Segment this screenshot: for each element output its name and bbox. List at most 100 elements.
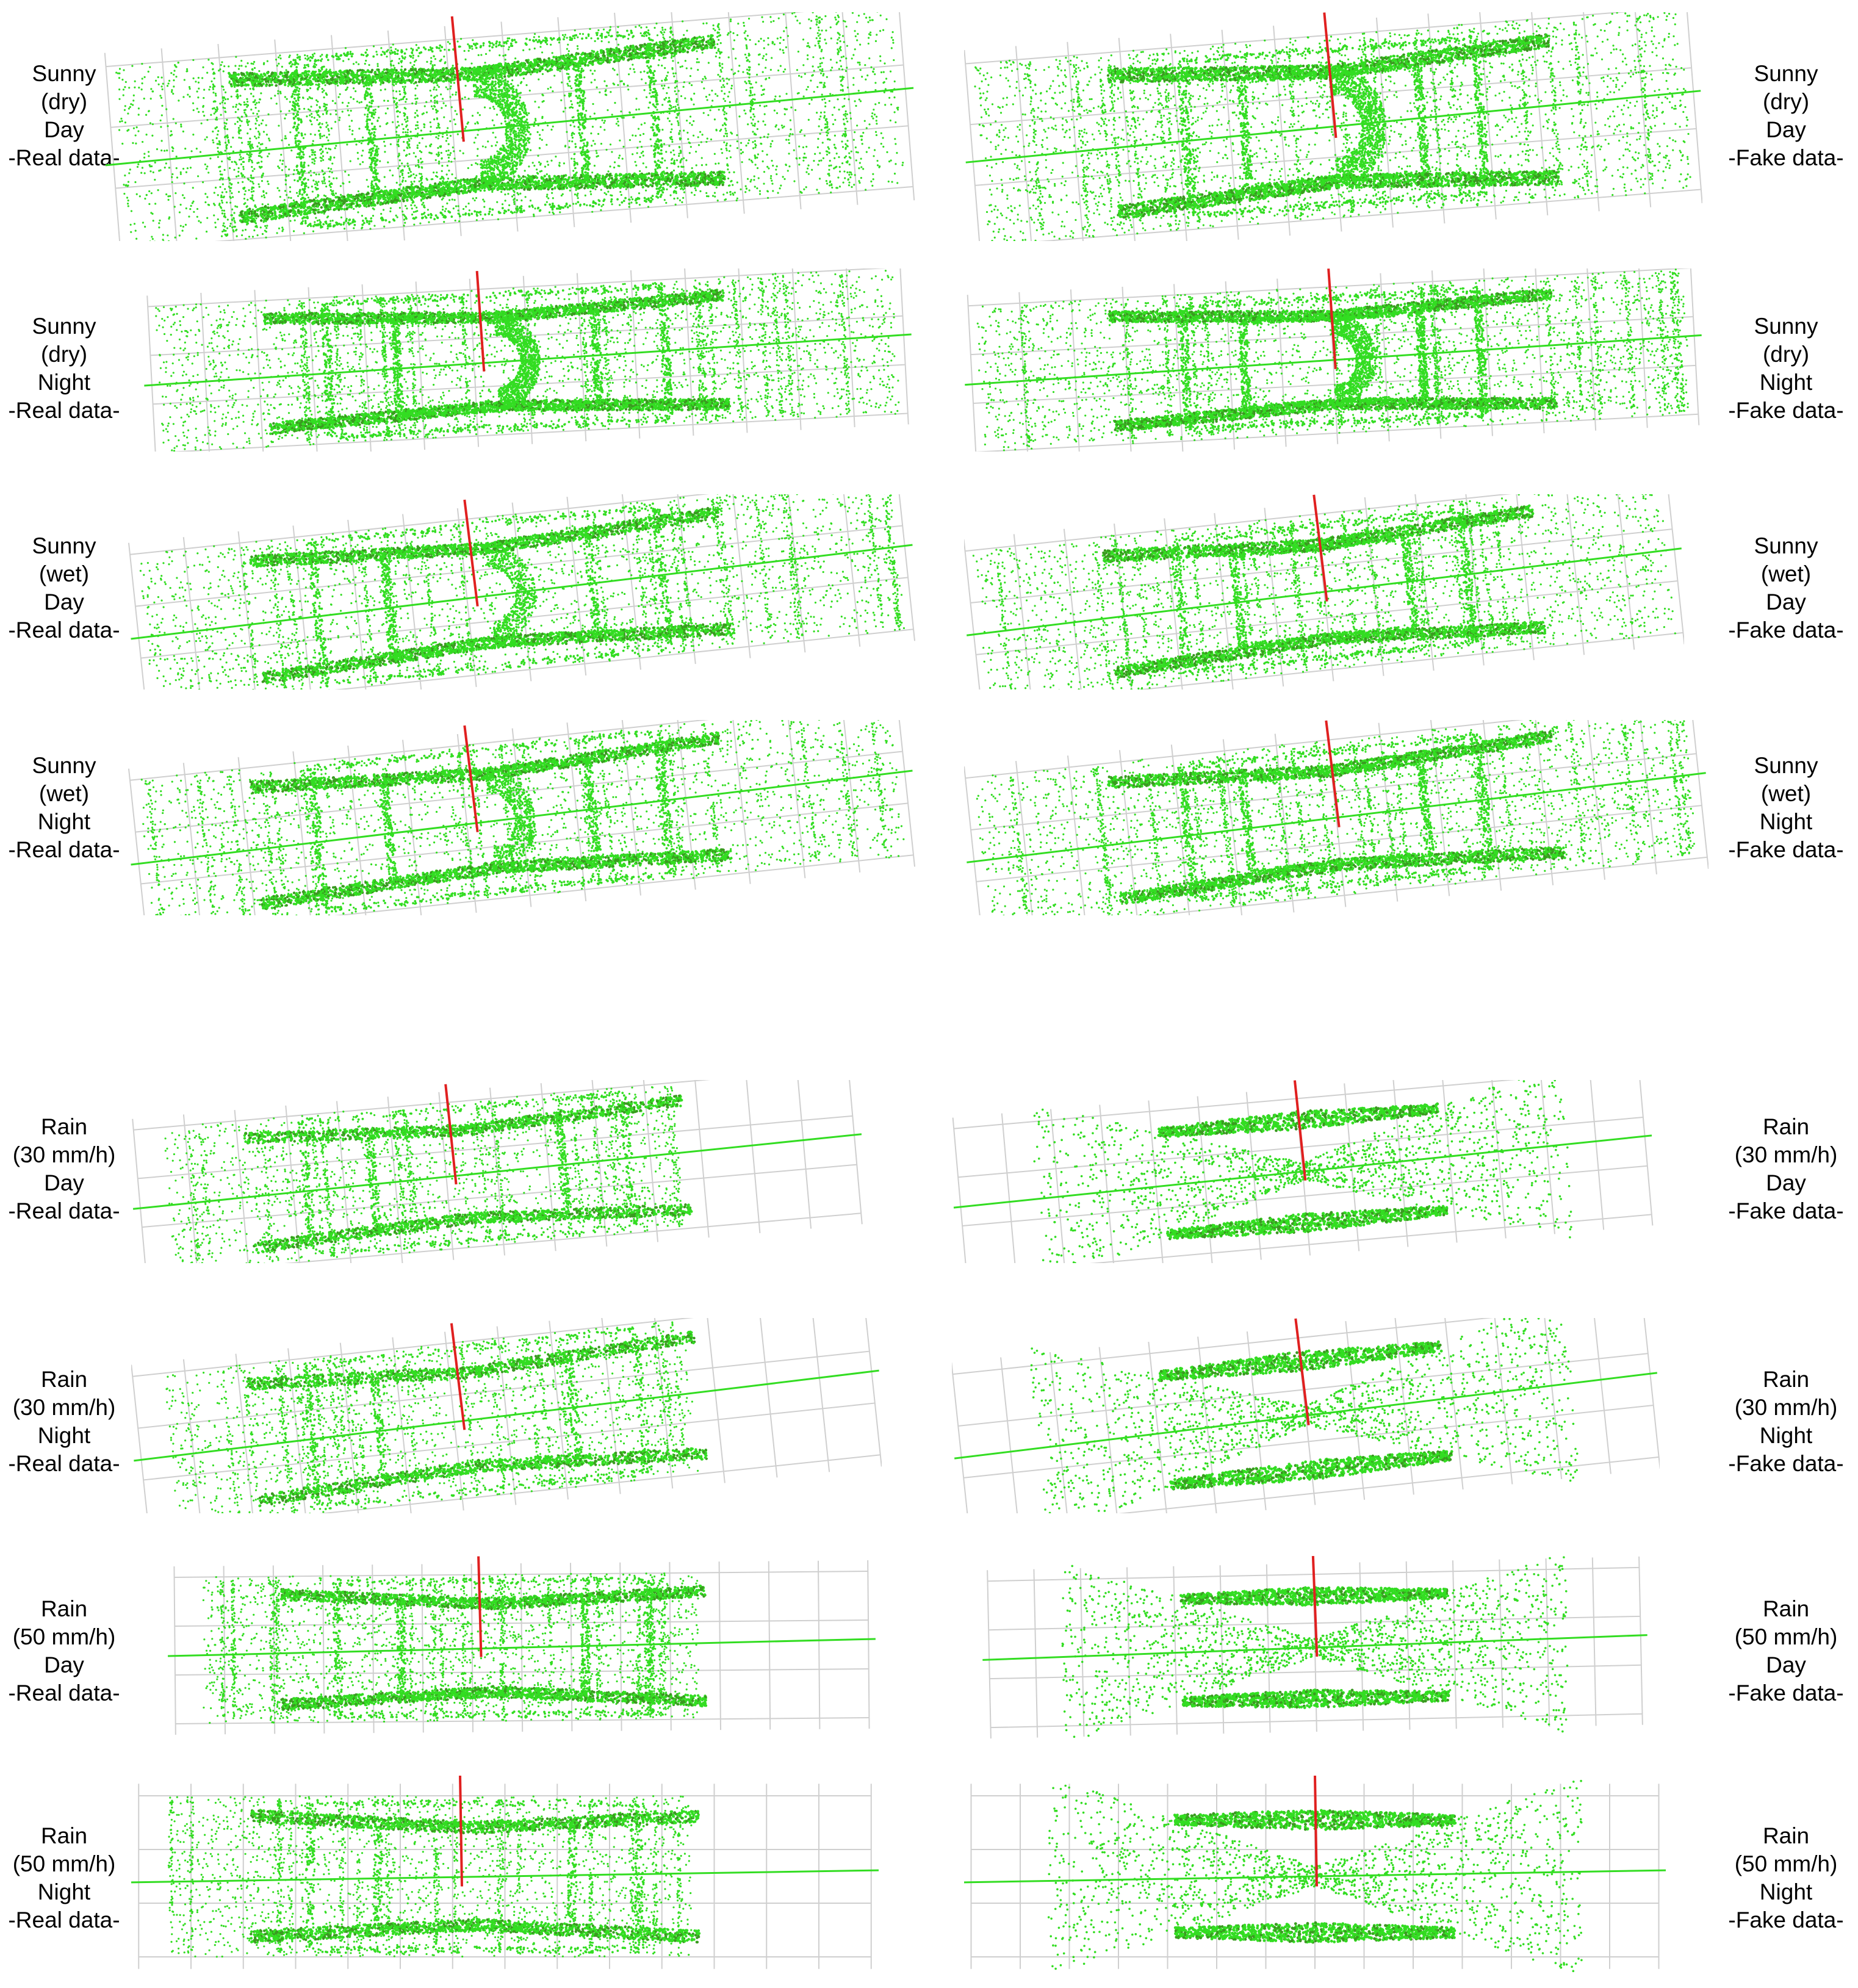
label-line: Day — [1722, 1169, 1850, 1197]
label-line: Night — [1722, 1422, 1850, 1450]
label-line: (30 mm/h) — [1722, 1394, 1850, 1422]
point-cloud-panel — [168, 1556, 876, 1739]
label-line: Sunny — [0, 752, 128, 780]
point-cloud-panel — [128, 494, 915, 690]
label-line: (dry) — [1722, 88, 1850, 116]
label-line: Rain — [0, 1595, 128, 1623]
label-line: Day — [1722, 588, 1850, 616]
label-line: (30 mm/h) — [0, 1394, 128, 1422]
label-line: Sunny — [0, 312, 128, 340]
z-axis-line — [1295, 1080, 1305, 1181]
point-cloud-plot — [964, 720, 1709, 915]
point-cloud-panel — [982, 1556, 1647, 1739]
label-line: Rain — [1722, 1822, 1850, 1850]
z-axis-line — [478, 1557, 481, 1657]
point-cloud-plot — [964, 1776, 1666, 1977]
label-line: (dry) — [1722, 340, 1850, 369]
point-cloud-plot — [128, 720, 915, 915]
label-line: Rain — [0, 1822, 128, 1850]
label-line: (30 mm/h) — [1722, 1141, 1850, 1169]
label-line: Sunny — [1722, 60, 1850, 88]
point-cloud-plot — [131, 1080, 863, 1263]
label-line: Night — [1722, 369, 1850, 397]
row-6-right-label: Rain (30 mm/h) Night -Fake data- — [1722, 1366, 1850, 1478]
label-line: Sunny — [0, 532, 128, 560]
point-cloud-panel — [964, 494, 1684, 690]
label-line: -Fake data- — [1722, 1679, 1850, 1707]
label-line: -Fake data- — [1722, 1906, 1850, 1934]
z-axis-line — [1295, 1319, 1308, 1425]
point-cloud-plot — [128, 494, 915, 690]
point-cloud-plot — [964, 494, 1684, 690]
label-line: Rain — [0, 1366, 128, 1394]
point-cloud-panel — [143, 268, 912, 452]
label-line: Rain — [1722, 1366, 1850, 1394]
label-line: (wet) — [0, 780, 128, 808]
row-3-right-label: Sunny (wet) Day -Fake data- — [1722, 532, 1850, 644]
z-axis-line — [460, 1776, 462, 1887]
point-cloud-plot — [131, 1776, 879, 1977]
point-cloud-panel — [964, 268, 1702, 452]
label-line: Night — [0, 1878, 128, 1906]
row-2-right-label: Sunny (dry) Night -Fake data- — [1722, 312, 1850, 425]
point-cloud-panel — [128, 720, 915, 915]
point-cloud-plot — [952, 1080, 1654, 1263]
row-4-right-label: Sunny (wet) Night -Fake data- — [1722, 752, 1850, 864]
label-line: Sunny — [1722, 312, 1850, 340]
label-line: Night — [0, 1422, 128, 1450]
label-line: Day — [1722, 1651, 1850, 1679]
point-cloud-plot — [952, 1318, 1660, 1513]
label-line: (wet) — [1722, 780, 1850, 808]
row-2-left-label: Sunny (dry) Night -Real data- — [0, 312, 128, 425]
point-cloud-panel — [964, 12, 1702, 241]
label-line: Day — [0, 1169, 128, 1197]
label-line: -Fake data- — [1722, 1197, 1850, 1225]
z-axis-line — [445, 1084, 456, 1185]
label-line: -Real data- — [0, 397, 128, 425]
x-axis-line — [130, 545, 914, 639]
label-line: -Fake data- — [1722, 836, 1850, 864]
point-cloud-plot — [168, 1556, 876, 1739]
row-8-right-label: Rain (50 mm/h) Night -Fake data- — [1722, 1822, 1850, 1934]
point-cloud-plot — [964, 12, 1702, 241]
label-line: Night — [1722, 1878, 1850, 1906]
label-line: -Real data- — [0, 1679, 128, 1707]
label-line: (wet) — [0, 560, 128, 588]
label-line: (50 mm/h) — [1722, 1623, 1850, 1651]
row-3-left-label: Sunny (wet) Day -Real data- — [0, 532, 128, 644]
row-8-left-label: Rain (50 mm/h) Night -Real data- — [0, 1822, 128, 1934]
point-cloud-panel — [964, 720, 1709, 915]
label-line: -Real data- — [0, 1906, 128, 1934]
point-cloud-panel — [952, 1318, 1660, 1513]
label-line: Night — [0, 369, 128, 397]
label-line: Sunny — [1722, 532, 1850, 560]
row-5-right-label: Rain (30 mm/h) Day -Fake data- — [1722, 1113, 1850, 1225]
label-line: -Real data- — [0, 836, 128, 864]
label-line: (50 mm/h) — [0, 1623, 128, 1651]
row-1-right-label: Sunny (dry) Day -Fake data- — [1722, 60, 1850, 172]
label-line: Day — [0, 588, 128, 616]
label-line: Sunny — [1722, 752, 1850, 780]
point-cloud-plot — [131, 1318, 882, 1513]
label-line: -Fake data- — [1722, 616, 1850, 644]
x-axis-line — [132, 1134, 862, 1209]
row-6-left-label: Rain (30 mm/h) Night -Real data- — [0, 1366, 128, 1478]
point-cloud-panel — [131, 1080, 863, 1263]
point-cloud-panel — [104, 12, 915, 241]
label-line: -Real data- — [0, 616, 128, 644]
label-line: Rain — [1722, 1595, 1850, 1623]
label-line: -Fake data- — [1722, 144, 1850, 172]
row-5-left-label: Rain (30 mm/h) Day -Real data- — [0, 1113, 128, 1225]
label-line: Night — [0, 808, 128, 836]
point-cloud-panel — [952, 1080, 1654, 1263]
label-line: Day — [0, 1651, 128, 1679]
label-line: (30 mm/h) — [0, 1141, 128, 1169]
label-line: -Real data- — [0, 1450, 128, 1478]
label-line: Rain — [0, 1113, 128, 1141]
label-line: (50 mm/h) — [1722, 1850, 1850, 1878]
point-cloud-plot — [982, 1556, 1647, 1739]
row-4-left-label: Sunny (wet) Night -Real data- — [0, 752, 128, 864]
label-line: -Fake data- — [1722, 397, 1850, 425]
point-cloud-panel — [131, 1318, 882, 1513]
label-line: Night — [1722, 808, 1850, 836]
